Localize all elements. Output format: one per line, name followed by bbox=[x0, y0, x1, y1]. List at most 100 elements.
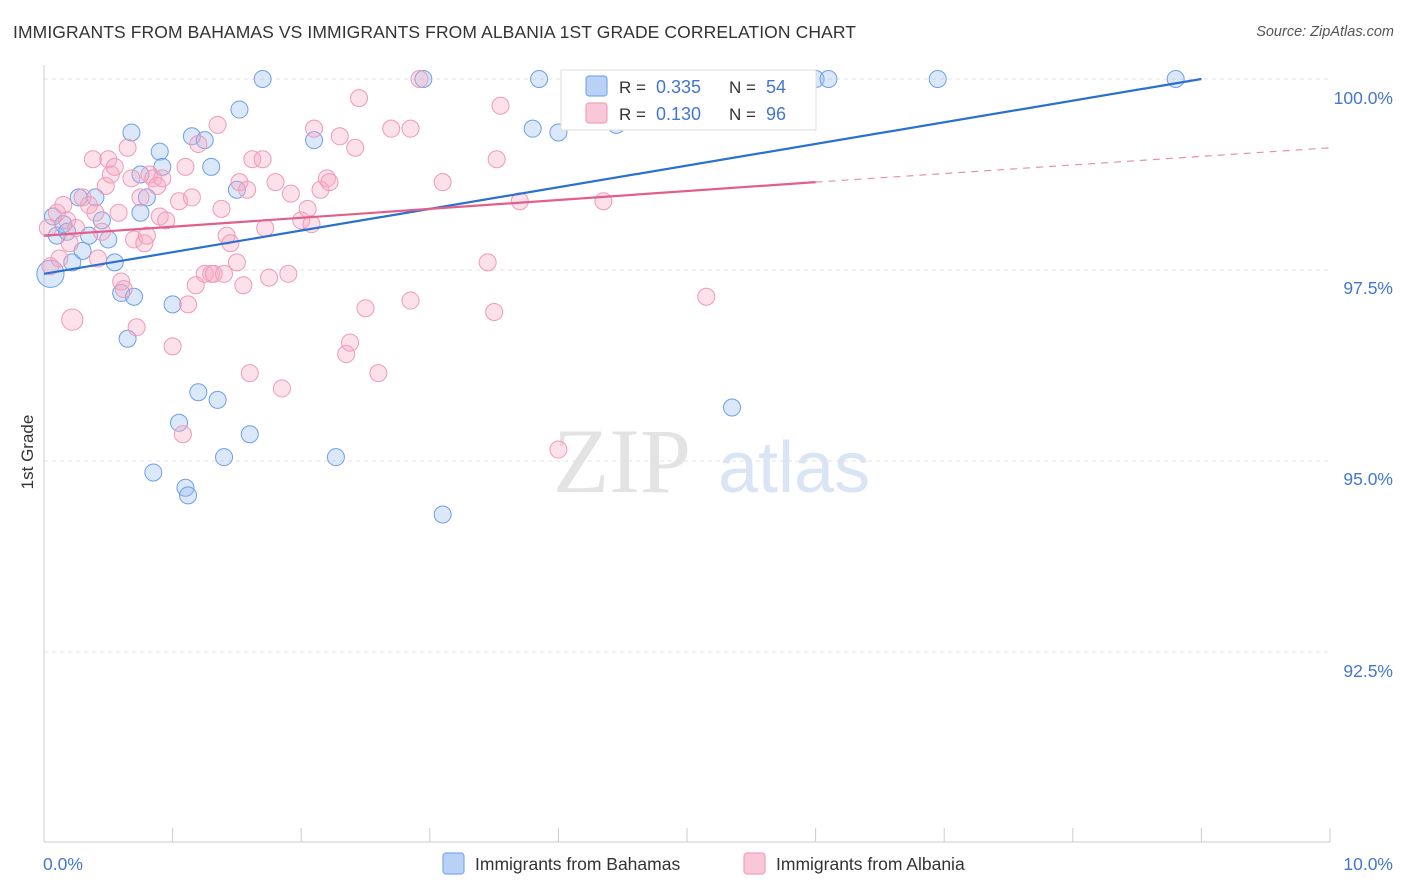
bottom-legend-swatch-albania bbox=[743, 852, 766, 875]
legend-n-value-albania: 96 bbox=[766, 104, 786, 124]
y-axis-label: 1st Grade bbox=[18, 415, 37, 490]
bahamas-point bbox=[122, 123, 141, 142]
stats-legend: R = 0.335 N = 54 R = 0.130 N = 96 bbox=[560, 69, 817, 131]
legend-n-value-bahamas: 54 bbox=[766, 77, 786, 97]
albania-point bbox=[208, 115, 227, 134]
albania-point bbox=[350, 89, 369, 108]
albania-point bbox=[253, 150, 272, 169]
albania-point bbox=[195, 264, 214, 283]
albania-point bbox=[80, 196, 99, 215]
albania-point bbox=[182, 188, 201, 207]
albania-point bbox=[487, 150, 506, 169]
albania-point bbox=[215, 264, 234, 283]
albania-point bbox=[157, 211, 176, 230]
albania-point bbox=[549, 440, 568, 459]
bahamas-point bbox=[189, 383, 208, 402]
bahamas-point bbox=[137, 188, 156, 207]
albania-point bbox=[292, 211, 311, 230]
bahamas-point bbox=[150, 142, 169, 161]
albania-point bbox=[99, 150, 118, 169]
albania-point bbox=[47, 203, 66, 222]
bahamas-point bbox=[202, 157, 221, 176]
bahamas-point bbox=[163, 295, 182, 314]
bahamas-point bbox=[86, 188, 105, 207]
albania-point bbox=[163, 337, 182, 356]
albania-point bbox=[114, 280, 133, 299]
albania-point bbox=[234, 276, 253, 295]
albania-point bbox=[86, 203, 105, 222]
bahamas-point bbox=[240, 425, 259, 444]
legend-n-label-albania: N = bbox=[729, 105, 756, 124]
albania-point bbox=[341, 333, 360, 352]
albania-point bbox=[256, 218, 275, 237]
albania-point bbox=[478, 253, 497, 272]
albania-point bbox=[485, 303, 504, 322]
albania-point bbox=[281, 184, 300, 203]
bahamas-point bbox=[928, 70, 947, 88]
albania-point bbox=[401, 291, 420, 310]
albania-point bbox=[356, 299, 375, 318]
albania-point bbox=[298, 199, 317, 218]
y-tick-label-100: 100.0% bbox=[1334, 88, 1393, 108]
albania-point bbox=[266, 173, 285, 192]
albania-point bbox=[38, 218, 57, 237]
albania-point bbox=[73, 188, 92, 207]
trend-line-bahamas bbox=[43, 77, 1202, 275]
chart-title: IMMIGRANTS FROM BAHAMAS VS IMMIGRANTS FR… bbox=[13, 22, 857, 42]
albania-point bbox=[401, 119, 420, 138]
albania-point bbox=[279, 264, 298, 283]
legend-swatch-bahamas bbox=[585, 75, 608, 97]
x-tick-label-min: 0.0% bbox=[43, 854, 83, 874]
albania-point bbox=[382, 119, 401, 138]
bahamas-point bbox=[414, 70, 433, 88]
albania-point bbox=[109, 203, 128, 222]
albania-point bbox=[137, 226, 156, 245]
albania-point bbox=[96, 176, 115, 195]
legend-r-label-albania: R = bbox=[619, 105, 646, 124]
bahamas-point bbox=[131, 203, 150, 222]
albania-point bbox=[410, 70, 429, 88]
albania-point bbox=[230, 173, 249, 192]
y-tick-label-92-5: 92.5% bbox=[1343, 661, 1393, 681]
bahamas-point bbox=[215, 448, 234, 467]
albania-point bbox=[58, 211, 77, 230]
trend-lines bbox=[43, 77, 1331, 275]
albania-point bbox=[260, 268, 279, 287]
albania-point bbox=[204, 264, 223, 283]
bahamas-point bbox=[723, 398, 742, 417]
legend-swatch-albania bbox=[585, 102, 608, 124]
bahamas-point bbox=[433, 505, 452, 524]
bahamas-point bbox=[144, 463, 163, 482]
legend-r-value-bahamas: 0.335 bbox=[656, 77, 701, 97]
albania-point bbox=[118, 138, 137, 157]
albania-point bbox=[369, 364, 388, 383]
albania-point bbox=[122, 169, 141, 188]
albania-point bbox=[238, 180, 257, 199]
albania-point bbox=[131, 188, 150, 207]
albania-point bbox=[61, 308, 84, 331]
bahamas-point bbox=[530, 70, 549, 88]
bahamas-point bbox=[208, 390, 227, 409]
bahamas-point bbox=[230, 100, 249, 119]
albania-point bbox=[153, 169, 172, 188]
albania-point bbox=[433, 173, 452, 192]
legend-n-label-bahamas: N = bbox=[729, 78, 756, 97]
trend-line-albania bbox=[43, 181, 816, 237]
albania-point bbox=[320, 173, 339, 192]
albania-point bbox=[54, 196, 73, 215]
bahamas-point bbox=[125, 287, 144, 306]
watermark-atlas: atlas bbox=[718, 428, 870, 508]
albania-point bbox=[697, 287, 716, 306]
albania-point bbox=[83, 150, 102, 169]
axes bbox=[43, 65, 1331, 843]
legend-r-label-bahamas: R = bbox=[619, 78, 646, 97]
albania-point bbox=[227, 253, 246, 272]
albania-point bbox=[127, 318, 146, 337]
series-legend: Immigrants from Bahamas Immigrants from … bbox=[442, 852, 965, 875]
bottom-legend-label-bahamas: Immigrants from Bahamas bbox=[475, 854, 680, 874]
albania-point bbox=[272, 379, 291, 398]
x-tick-label-max: 10.0% bbox=[1343, 854, 1393, 874]
bahamas-point bbox=[523, 119, 542, 138]
albania-point bbox=[212, 199, 231, 218]
